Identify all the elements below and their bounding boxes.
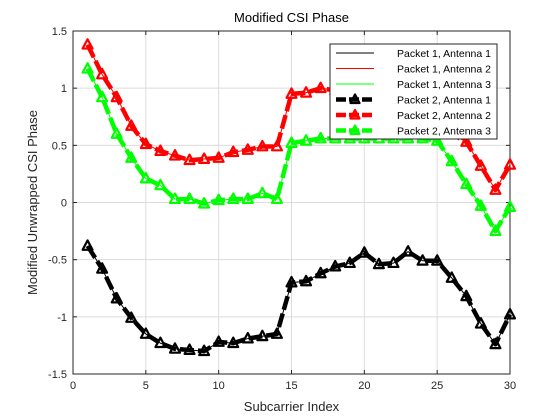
- x-tick-label: 10: [213, 380, 225, 392]
- data-point-marker: [460, 177, 473, 190]
- x-axis-title: Subcarrier Index: [244, 399, 340, 414]
- data-point-marker: [110, 90, 123, 103]
- data-point-marker: [81, 38, 94, 50]
- legend-entry: Packet 1, Antenna 3: [336, 79, 491, 91]
- data-point-marker: [81, 239, 94, 251]
- legend-label: Packet 1, Antenna 2: [397, 64, 491, 76]
- data-point-marker: [81, 62, 94, 74]
- y-tick-label: -1.5: [48, 369, 67, 381]
- data-point-marker: [212, 335, 225, 347]
- data-point-marker: [125, 119, 138, 131]
- data-point-marker: [489, 337, 502, 350]
- data-point-marker: [139, 327, 152, 339]
- data-point-marker: [343, 256, 356, 269]
- x-tick-label: 25: [431, 380, 443, 392]
- y-tick-label: 0.5: [52, 140, 67, 152]
- legend-marker: [349, 93, 361, 105]
- data-point-marker: [285, 87, 298, 99]
- data-point-marker: [503, 307, 517, 320]
- legend-entry: Packet 1, Antenna 2: [336, 64, 491, 76]
- y-tick-label: 1.5: [52, 26, 67, 38]
- data-point-marker: [489, 224, 502, 237]
- legend-label: Packet 2, Antenna 1: [397, 95, 491, 107]
- series-line: [87, 245, 511, 352]
- data-point-marker: [503, 158, 517, 170]
- data-point-marker: [96, 90, 109, 103]
- legend-marker: [349, 108, 361, 120]
- chart-title: Modified CSI Phase: [234, 10, 349, 25]
- legend-entry: Packet 1, Antenna 1: [336, 48, 491, 60]
- data-point-marker: [183, 343, 196, 355]
- data-point-marker: [96, 67, 109, 80]
- x-tick-label: 5: [143, 380, 149, 392]
- legend-marker: [349, 124, 361, 136]
- data-point-marker: [474, 317, 487, 329]
- data-point-marker: [445, 271, 458, 283]
- legend-entry: Packet 2, Antenna 3: [336, 124, 491, 138]
- data-point-marker: [256, 186, 269, 199]
- data-point-marker: [154, 336, 167, 349]
- data-point-marker: [387, 256, 400, 269]
- data-point-marker: [474, 199, 487, 211]
- data-point-marker: [198, 344, 211, 357]
- data-point-marker: [256, 139, 269, 152]
- data-point-marker: [270, 327, 283, 339]
- legend: Packet 1, Antenna 1 Packet 1, Antenna 2 Pa…: [329, 43, 498, 140]
- data-point-marker: [212, 193, 225, 206]
- series-1: [87, 245, 511, 352]
- data-point-marker: [431, 254, 444, 266]
- legend-label: Packet 1, Antenna 1: [397, 48, 491, 60]
- legend-entry: Packet 2, Antenna 2: [336, 108, 491, 122]
- data-point-marker: [503, 200, 517, 213]
- legend-label: Packet 2, Antenna 3: [397, 126, 491, 138]
- data-point-marker: [110, 291, 123, 304]
- data-point-marker: [227, 192, 240, 205]
- data-point-marker: [285, 275, 298, 288]
- legend-entry: Packet 2, Antenna 1: [336, 93, 491, 107]
- data-point-marker: [401, 245, 415, 257]
- data-point-marker: [270, 139, 283, 152]
- data-point-marker: [489, 183, 502, 195]
- data-point-marker: [416, 254, 429, 266]
- data-point-marker: [139, 171, 152, 184]
- legend-label: Packet 2, Antenna 2: [397, 110, 491, 122]
- y-tick-label: 0: [61, 198, 67, 210]
- data-point-marker: [183, 192, 196, 205]
- data-point-marker: [314, 131, 327, 144]
- data-point-marker: [445, 154, 458, 167]
- x-tick-label: 20: [358, 380, 370, 392]
- data-point-marker: [474, 159, 487, 171]
- data-point-marker: [125, 311, 138, 323]
- series-3: [87, 68, 511, 233]
- data-point-marker: [125, 151, 138, 163]
- data-point-marker: [314, 81, 327, 94]
- series-line: [87, 68, 511, 233]
- y-tick-label: -0.5: [48, 255, 67, 267]
- legend-label: Packet 1, Antenna 3: [397, 79, 491, 91]
- data-point-marker: [460, 289, 473, 302]
- data-point-marker: [358, 246, 371, 258]
- x-tick-label: 30: [504, 380, 516, 392]
- y-tick-label: 1: [61, 83, 67, 95]
- axes: 0 5 10 15 20 25 30 -1.5 -1 -0.5 0 0.5 1 1.5: [48, 26, 516, 392]
- y-tick-label: -1: [57, 312, 67, 324]
- data-point-marker: [139, 137, 152, 150]
- x-tick-label: 15: [285, 380, 297, 392]
- data-point-marker: [96, 262, 109, 274]
- data-point-marker: [372, 257, 385, 270]
- y-axis-title: Modified Unwrapped CSI Phase: [25, 110, 40, 295]
- x-tick-label: 0: [70, 380, 76, 392]
- data-point-marker: [198, 152, 211, 165]
- data-point-marker: [168, 192, 182, 205]
- legend-box: [329, 43, 498, 140]
- data-point-marker: [110, 127, 123, 139]
